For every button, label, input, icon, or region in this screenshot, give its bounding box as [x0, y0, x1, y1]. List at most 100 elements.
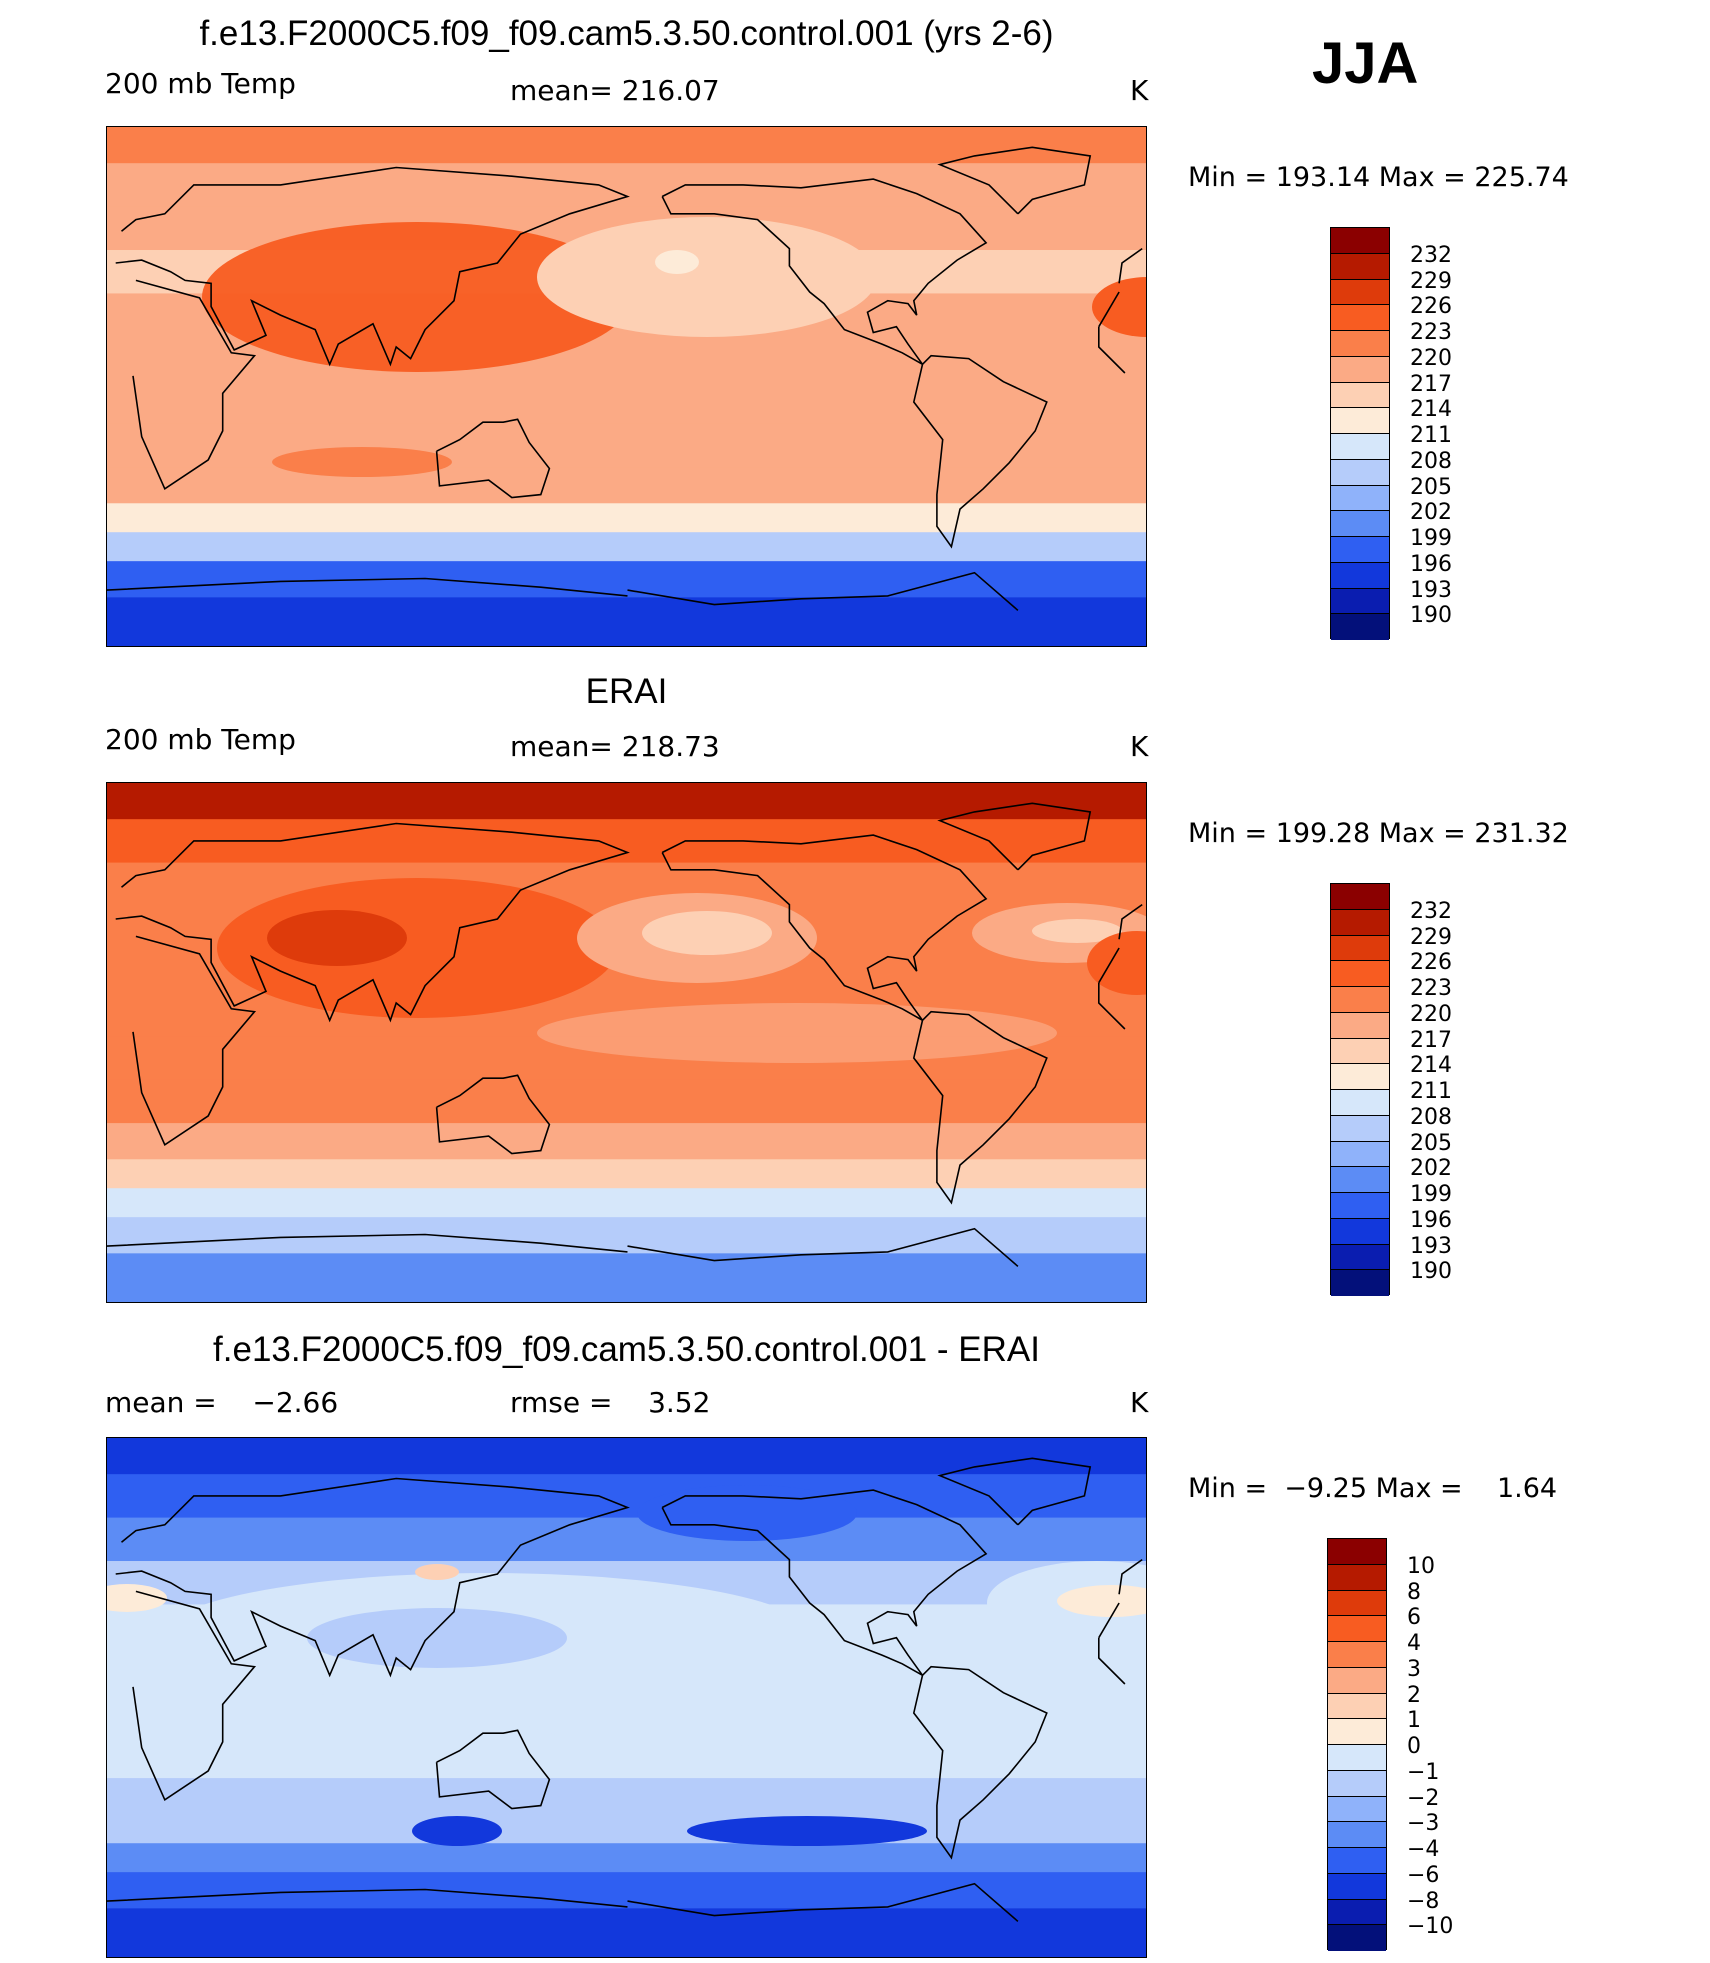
colorbar-tick-label: 193 [1410, 577, 1452, 603]
colorbar-swatch [1331, 1167, 1389, 1193]
coastline [627, 1227, 1019, 1268]
colorbar-swatch [1328, 1873, 1386, 1900]
coastline [115, 822, 630, 1023]
colorbar-swatch [1331, 511, 1389, 537]
zonal-band [107, 862, 1146, 907]
colorbar-tick-label: 232 [1410, 898, 1452, 924]
panel2-field [107, 783, 1146, 1302]
colorbar-tick-label: 0 [1407, 1734, 1421, 1759]
coastline [1097, 982, 1126, 1030]
colorbar-tick-label: −4 [1407, 1837, 1440, 1862]
coastline [1098, 291, 1120, 328]
zonal-band [107, 1159, 1146, 1189]
zonal-band [107, 1253, 1146, 1302]
colorbar-tick-label: 217 [1410, 371, 1452, 397]
coastline [912, 1665, 1048, 1860]
season-label: JJA [1312, 31, 1419, 96]
zonal-band [107, 561, 1146, 598]
panel3-minmax: Min = −9.25 Max = 1.64 [1188, 1473, 1558, 1504]
colorbar-swatch [1328, 1899, 1386, 1926]
colorbar-swatch [1331, 253, 1389, 280]
coastline [1118, 247, 1143, 284]
colorbar-swatch [1331, 884, 1389, 910]
colorbar-tick-label: −10 [1407, 1914, 1454, 1940]
zonal-band [107, 1517, 1146, 1562]
panel1-field [107, 127, 1146, 646]
panel2-left-label: 200 mb Temp [105, 723, 296, 756]
panel1-title: f.e13.F2000C5.f09_f09.cam5.3.50.control.… [199, 14, 1054, 53]
panel3-field [107, 1438, 1146, 1957]
zonal-band [107, 1123, 1146, 1160]
colorbar-swatch [1328, 1616, 1386, 1642]
temperature-anomaly-blob [412, 1816, 502, 1846]
colorbar-tick-label: 205 [1410, 474, 1452, 500]
colorbar-swatch [1331, 1244, 1389, 1271]
temperature-anomaly-blob [687, 1816, 927, 1846]
colorbar-tick-label: 2 [1407, 1682, 1421, 1708]
panel2-title: ERAI [585, 672, 668, 711]
panel2-center-label: mean= 218.73 [510, 730, 720, 763]
colorbar-swatch [1331, 1012, 1389, 1039]
colorbar-tick-label: −2 [1407, 1785, 1440, 1811]
zonal-band [107, 1843, 1146, 1873]
coastline [1097, 1637, 1126, 1685]
coastline [661, 834, 988, 1021]
colorbar-tick-label: 1 [1407, 1708, 1421, 1734]
colorbar-tick-label: 229 [1410, 924, 1452, 950]
colorbar-swatch [1331, 1270, 1389, 1296]
colorbar-tick-label: 223 [1410, 320, 1452, 345]
coastline [107, 1233, 628, 1253]
colorbar-tick-label: 220 [1410, 1001, 1452, 1027]
coastline [937, 802, 1092, 871]
colorbar-tick-label: 199 [1410, 1182, 1452, 1207]
colorbar-tick-label: −1 [1407, 1759, 1440, 1785]
colorbar-tick-label: 193 [1410, 1233, 1452, 1259]
temperature-anomaly-blob [202, 222, 632, 372]
coastline [107, 1888, 628, 1908]
colorbar-swatch [1331, 485, 1389, 512]
panel1-center-label: mean= 216.07 [510, 74, 720, 107]
colorbar-swatch [1331, 305, 1389, 331]
coastline [132, 279, 257, 490]
panel2-blobs [217, 878, 1146, 1063]
colorbar-tick-label: −8 [1407, 1888, 1440, 1914]
colorbar-swatch [1328, 1745, 1386, 1771]
panel3-units: K [1130, 1386, 1149, 1419]
colorbar-swatch [1331, 987, 1389, 1013]
colorbar-tick-label: 4 [1407, 1631, 1421, 1656]
zonal-band [107, 503, 1146, 533]
colorbar-swatch [1331, 408, 1389, 434]
colorbar-swatch [1328, 1770, 1386, 1797]
temperature-anomaly-blob [307, 1608, 567, 1668]
coastline [912, 354, 1048, 549]
colorbar-tick-label: 3 [1407, 1656, 1421, 1682]
colorbar-swatch [1328, 1925, 1386, 1951]
colorbar-swatch [1331, 356, 1389, 383]
coastline [1118, 903, 1143, 940]
panel3-title: f.e13.F2000C5.f09_f09.cam5.3.50.control.… [213, 1330, 1040, 1369]
colorbar-swatch [1331, 1090, 1389, 1116]
zonal-band [107, 423, 1146, 468]
colorbar-tick-label: 8 [1407, 1579, 1421, 1605]
colorbar-tick-label: 202 [1410, 500, 1452, 526]
colorbar-swatch [1328, 1564, 1386, 1591]
colorbar-swatch [1331, 459, 1389, 486]
coastline [1098, 1602, 1120, 1639]
panel1-minmax: Min = 193.14 Max = 225.74 [1188, 162, 1569, 193]
panel2-units: K [1130, 730, 1149, 763]
zonal-band [107, 1872, 1146, 1909]
panel3-left-label: mean = −2.66 [105, 1386, 339, 1419]
temperature-anomaly-blob [487, 1638, 887, 1748]
colorbar-tick-label: 208 [1410, 1104, 1452, 1130]
colorbar-swatch [1328, 1693, 1386, 1720]
colorbar-tick-label: 226 [1410, 294, 1452, 320]
temperature-anomaly-blob [1092, 277, 1146, 337]
coastline [661, 1489, 988, 1676]
colorbar-tick-label: 226 [1410, 950, 1452, 976]
zonal-band [107, 1778, 1146, 1815]
zonal-band [107, 380, 1146, 425]
colorbar-swatch [1331, 909, 1389, 936]
colorbar-tick-label: 214 [1410, 397, 1452, 423]
temperature-anomaly-blob [1057, 1585, 1146, 1617]
colorbar-swatch [1331, 1218, 1389, 1245]
